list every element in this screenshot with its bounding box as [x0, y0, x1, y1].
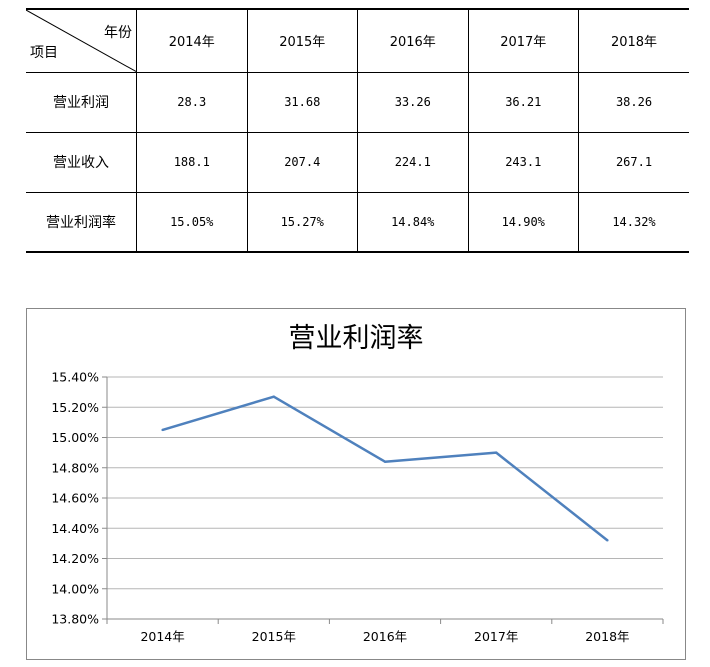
table-cell: 14.90%	[467, 191, 579, 253]
y-tick-label: 15.00%	[51, 430, 99, 445]
year-header: 2017年	[467, 8, 579, 73]
table-cell: 14.84%	[357, 191, 469, 253]
year-header: 2015年	[246, 8, 358, 73]
table-cell: 267.1	[578, 131, 689, 193]
table-header-row: 年份 项目 2014年 2015年 2016年 2017年 2018年	[26, 8, 689, 73]
year-header: 2016年	[357, 8, 469, 73]
year-header: 2018年	[578, 8, 689, 73]
table-cell: 15.05%	[136, 191, 248, 253]
data-point	[495, 451, 498, 454]
table-cell: 14.32%	[578, 191, 689, 253]
x-tick-label: 2018年	[585, 629, 629, 644]
data-table: 年份 项目 2014年 2015年 2016年 2017年 2018年 营业利润…	[26, 8, 689, 253]
table-cell: 36.21	[467, 71, 579, 133]
data-point	[383, 460, 387, 463]
chart-title: 营业利润率	[289, 323, 424, 354]
table-cell: 188.1	[136, 131, 248, 193]
data-point	[161, 428, 164, 432]
x-tick-label: 2016年	[363, 629, 407, 644]
corner-item-label: 项目	[30, 44, 58, 61]
diagonal-divider	[26, 10, 136, 72]
y-tick-label: 15.20%	[51, 400, 99, 415]
x-tick-label: 2017年	[474, 629, 518, 644]
series-line	[162, 395, 609, 542]
line-chart: 营业利润率 15.40% 15.20% 15.00% 14.80% 14.60% 14.4…	[51, 323, 664, 644]
year-header: 2014年	[136, 8, 248, 73]
y-tick-label: 13.80%	[51, 612, 99, 627]
x-tick-label: 2015年	[252, 629, 296, 644]
table-row: 营业利润 28.3 31.68 33.26 36.21 38.26	[26, 71, 689, 133]
table-cell: 15.27%	[246, 191, 358, 253]
table-cell: 28.3	[136, 71, 248, 133]
table-cell: 31.68	[246, 71, 358, 133]
row-label: 营业利润	[26, 71, 137, 133]
table-cell: 243.1	[467, 131, 579, 193]
y-tick-label: 14.60%	[51, 491, 99, 506]
y-tick-label: 14.00%	[51, 581, 99, 596]
x-axis-ticks: 2014年 2015年 2016年 2017年 2018年	[106, 619, 664, 644]
table-row: 营业利润率 15.05% 15.27% 14.84% 14.90% 14.32%	[26, 191, 689, 253]
table-cell: 224.1	[357, 131, 469, 193]
table-cell: 33.26	[357, 71, 469, 133]
table-row: 营业收入 188.1 207.4 224.1 243.1 267.1	[26, 131, 689, 193]
y-tick-label: 14.80%	[51, 460, 99, 475]
y-axis-ticks: 15.40% 15.20% 15.00% 14.80% 14.60% 14.40% 14.2…	[51, 370, 108, 627]
corner-year-label: 年份	[104, 25, 132, 41]
y-tick-label: 15.40%	[51, 370, 99, 385]
gridlines	[107, 376, 663, 620]
table-corner-cell: 年份 项目	[26, 8, 137, 73]
data-point	[606, 539, 609, 542]
row-label: 营业利润率	[26, 191, 137, 253]
table-cell: 207.4	[246, 131, 358, 193]
chart-frame: 营业利润率 15.40% 15.20% 15.00% 14.80% 14.60% 14.4…	[26, 308, 686, 660]
y-tick-label: 14.20%	[51, 551, 99, 566]
x-tick-label: 2014年	[140, 629, 184, 644]
series-layer	[161, 395, 609, 542]
row-label: 营业收入	[26, 131, 137, 193]
data-point	[272, 395, 275, 398]
y-tick-label: 14.40%	[51, 521, 99, 536]
table-cell: 38.26	[578, 71, 689, 133]
